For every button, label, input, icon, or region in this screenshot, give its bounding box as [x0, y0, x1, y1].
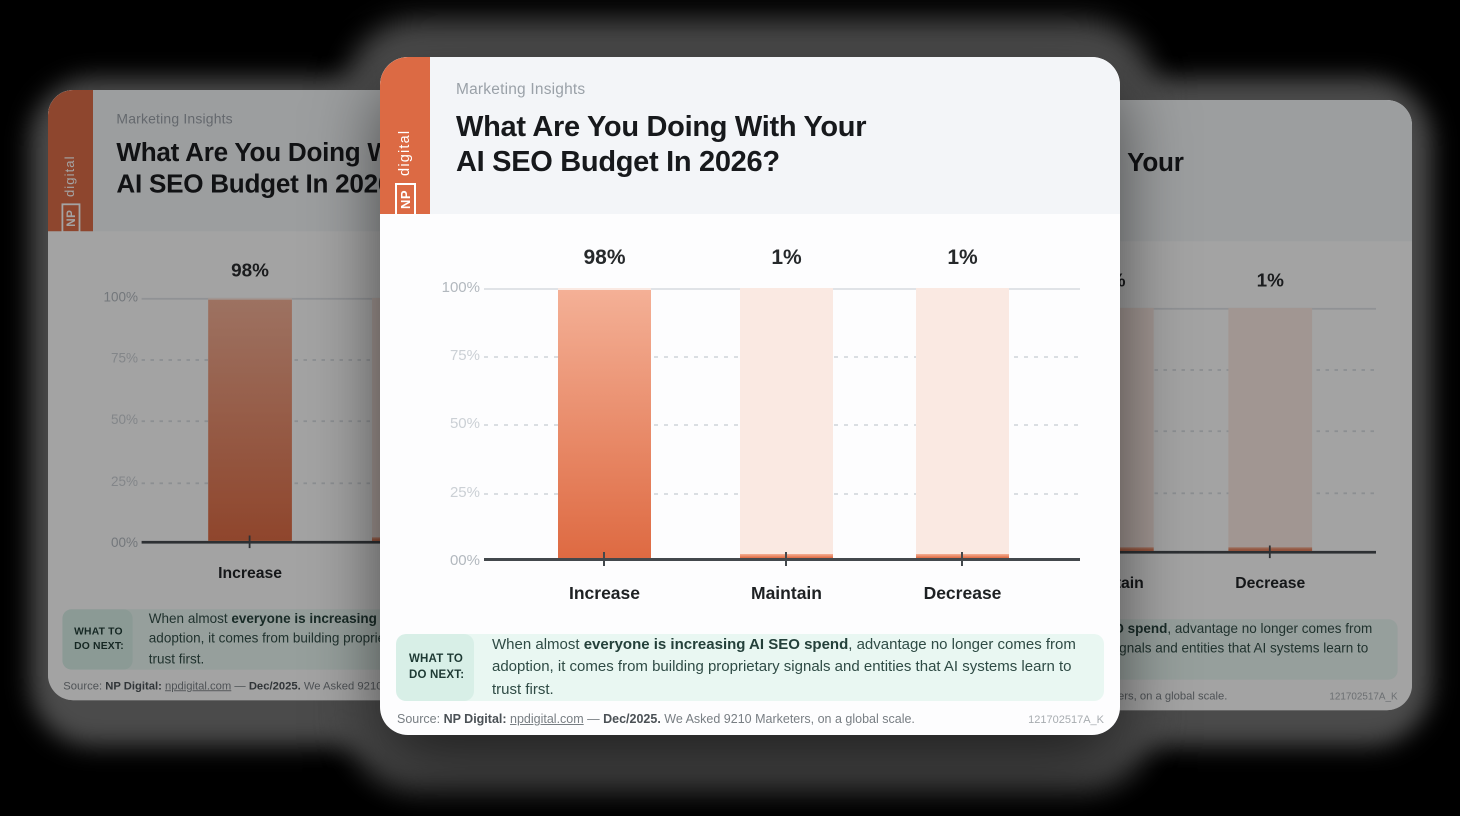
y-axis-tick-25: 25%: [110, 474, 138, 490]
x-axis-tick: [961, 552, 963, 566]
np-digital-logo: NP digital: [380, 57, 430, 216]
bar-value-label: 1%: [947, 246, 978, 269]
source-dash: —: [583, 712, 604, 726]
source-link[interactable]: npdigital.com: [510, 712, 584, 726]
y-axis-tick-25: 25%: [449, 484, 480, 501]
callout-text-bold: everyone is increasing AI SEO spend: [583, 635, 849, 653]
title-line-1: What Are You Doing With Your: [456, 111, 867, 143]
bar-group-maintain: 1% Maintain: [740, 246, 833, 603]
source-rest: We Asked 9210 Marketers, on a global sca…: [660, 712, 915, 726]
y-axis-tick-100: 100%: [103, 289, 138, 306]
document-id: 121702517A_K: [1028, 714, 1104, 726]
y-axis-tick-100: 100%: [441, 279, 480, 296]
source-link[interactable]: npdigital.com: [165, 679, 232, 693]
focused-card: Marketing Insights What Are You Doing Wi…: [380, 57, 1120, 735]
y-axis-tick-50: 50%: [110, 412, 138, 428]
x-axis-tick: [785, 552, 787, 566]
what-to-do-next-label: WHAT TO DO NEXT:: [62, 609, 133, 670]
bar-group-decrease: 1% Decrease: [916, 246, 1009, 603]
np-logo-word: digital: [397, 129, 413, 176]
callout-label-line-2: DO NEXT:: [74, 640, 124, 652]
bar-value-label: 1%: [771, 246, 802, 269]
y-axis-tick-0: 00%: [110, 535, 138, 551]
np-digital-logo: NP digital: [48, 90, 93, 234]
callout-label-line-1: WHAT TO: [74, 626, 123, 638]
page-title: What Are You Doing With Your AI SEO Budg…: [456, 110, 1100, 180]
bar-group-increase: 98% Increase: [208, 260, 292, 581]
bar-increase: [558, 290, 651, 558]
source-line: Source: NP Digital: npdigital.com — Dec/…: [397, 712, 1104, 726]
x-axis-tick: [603, 552, 605, 566]
bar-value-label: 1%: [1256, 270, 1284, 291]
bar-group-decrease: 1% Decrease: [1228, 270, 1313, 591]
x-axis-tick: [248, 535, 251, 549]
x-axis-category-label: Increase: [218, 563, 283, 582]
x-axis-category-label: Decrease: [1235, 573, 1306, 592]
callout-label-line-2: DO NEXT:: [409, 668, 465, 681]
bar-group-increase: 98% Increase: [558, 246, 651, 603]
callout-text: When almost everyone is increasing AI SE…: [474, 634, 1104, 701]
eyebrow-label: Marketing Insights: [456, 81, 586, 98]
bar-track: [740, 288, 833, 558]
callout-label-line-1: WHAT TO: [409, 652, 463, 665]
bar-value-label: 98%: [583, 246, 626, 269]
source-date: Dec/2025.: [248, 679, 301, 693]
x-axis-category-label: Maintain: [751, 583, 822, 603]
np-digital-logo-text: NP digital: [392, 116, 418, 216]
source-date: Dec/2025.: [603, 712, 661, 726]
y-axis-tick-0: 00%: [449, 552, 480, 569]
source-brand: NP Digital:: [105, 679, 166, 693]
callout-text-suffix: , advantage no longer comes from adoptio…: [492, 635, 1076, 698]
title-line-2: AI SEO Budget In 2026?: [116, 170, 408, 199]
callout-text-prefix: When almost: [492, 635, 584, 653]
eyebrow-label: Marketing Insights: [116, 111, 233, 127]
source-prefix: Source:: [63, 679, 106, 693]
document-id: 121702517A_K: [1329, 691, 1398, 703]
card-header: Marketing Insights What Are You Doing Wi…: [380, 57, 1120, 214]
infographic-card: Marketing Insights What Are You Doing Wi…: [380, 57, 1120, 735]
y-axis-tick-75: 75%: [449, 347, 480, 364]
bar-increase: [208, 300, 292, 541]
source-dash: —: [231, 679, 249, 693]
bar-track: [916, 288, 1009, 558]
np-logo-mark: NP: [394, 182, 416, 216]
bar-chart-plot: 98% Increase 1% Maintain 1% Decrease: [484, 246, 1080, 603]
title-line-2: AI SEO Budget In 2026?: [456, 146, 780, 178]
x-axis-category-label: Decrease: [923, 583, 1002, 603]
y-axis-tick-50: 50%: [449, 415, 480, 432]
x-axis-tick: [1268, 545, 1271, 559]
bar-track: [1228, 307, 1313, 551]
what-to-do-next-label: WHAT TO DO NEXT:: [396, 634, 474, 701]
y-axis-tick-75: 75%: [110, 351, 138, 367]
callout-text-prefix: When almost: [148, 610, 232, 627]
bar-value-label: 98%: [231, 260, 269, 281]
source-brand: NP Digital:: [443, 712, 511, 726]
x-axis-category-label: Increase: [568, 583, 641, 603]
what-to-do-next-callout: WHAT TO DO NEXT: When almost everyone is…: [396, 634, 1104, 701]
source-prefix: Source:: [397, 712, 444, 726]
